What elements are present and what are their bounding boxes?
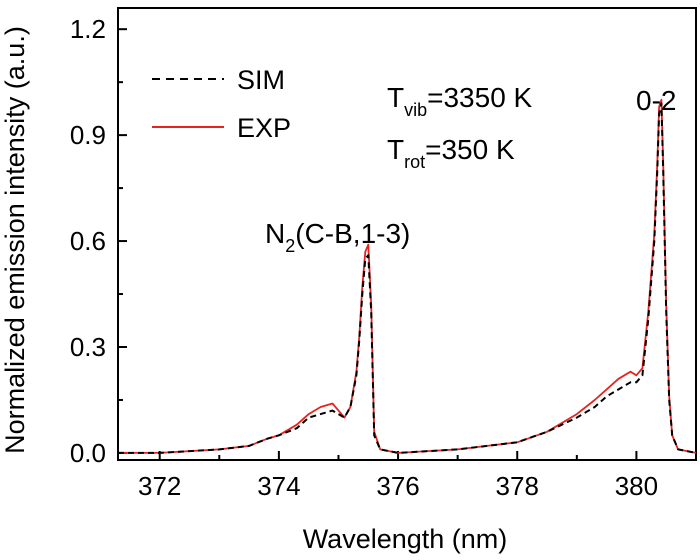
x-axis-title: Wavelength (nm) bbox=[303, 524, 508, 554]
legend-exp-label: EXP bbox=[237, 113, 291, 143]
y-tick-label: 0.3 bbox=[70, 332, 106, 362]
y-tick-label: 0.9 bbox=[70, 120, 106, 150]
x-tick-label: 380 bbox=[615, 471, 658, 501]
plot-frame bbox=[117, 7, 697, 461]
series-line-exp bbox=[118, 98, 697, 454]
legend-sim-label: SIM bbox=[237, 65, 285, 95]
y-tick-label: 0.0 bbox=[70, 438, 106, 468]
y-axis-title: Normalized emission intensity (a.u.) bbox=[0, 26, 30, 454]
x-tick-label: 374 bbox=[257, 471, 300, 501]
y-tick-label: 1.2 bbox=[70, 14, 106, 44]
peak-0-2-label: 0-2 bbox=[636, 85, 676, 116]
legend: SIM EXP bbox=[152, 65, 291, 143]
x-tick-label: 378 bbox=[496, 471, 539, 501]
axis-ticks: 372 374 376 378 380 0.0 0.3 0.6 0.9 1.2 bbox=[70, 14, 658, 501]
x-tick-label: 376 bbox=[376, 471, 419, 501]
tvib-annotation: Tvib=3350 K bbox=[387, 82, 533, 120]
y-tick-label: 0.6 bbox=[70, 226, 106, 256]
series-line-sim bbox=[118, 102, 697, 454]
series-layer bbox=[118, 98, 697, 454]
trot-annotation: Trot=350 K bbox=[387, 134, 515, 172]
peak-n2-label: N2(C-B,1-3) bbox=[265, 218, 410, 256]
x-tick-label: 372 bbox=[138, 471, 181, 501]
